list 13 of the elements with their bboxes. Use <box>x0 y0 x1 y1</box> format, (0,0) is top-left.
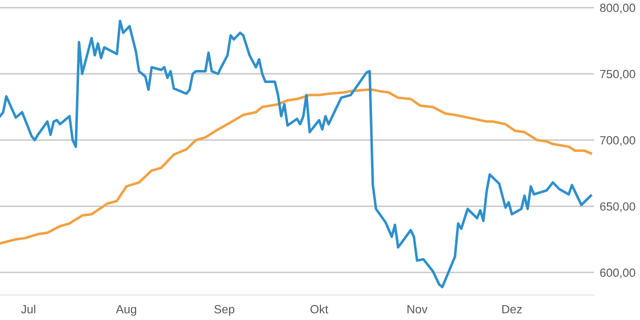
x-tick-label: Aug <box>116 305 136 316</box>
x-tick-label: Sep <box>214 305 234 316</box>
y-tick-label: 600,00 <box>600 268 636 278</box>
line-series <box>0 88 592 245</box>
x-tick-label: Jul <box>21 304 36 314</box>
x-tick-label: Dez <box>502 305 522 314</box>
y-tick-label: 700,00 <box>600 136 636 146</box>
x-tick-label: Nov <box>408 305 428 314</box>
line-series <box>0 20 592 288</box>
y-tick-label: 650,00 <box>600 202 636 212</box>
x-tick-label: Okt <box>310 304 328 314</box>
y-tick-label: 750,00 <box>600 70 636 80</box>
y-tick-label: 800,00 <box>600 4 636 14</box>
